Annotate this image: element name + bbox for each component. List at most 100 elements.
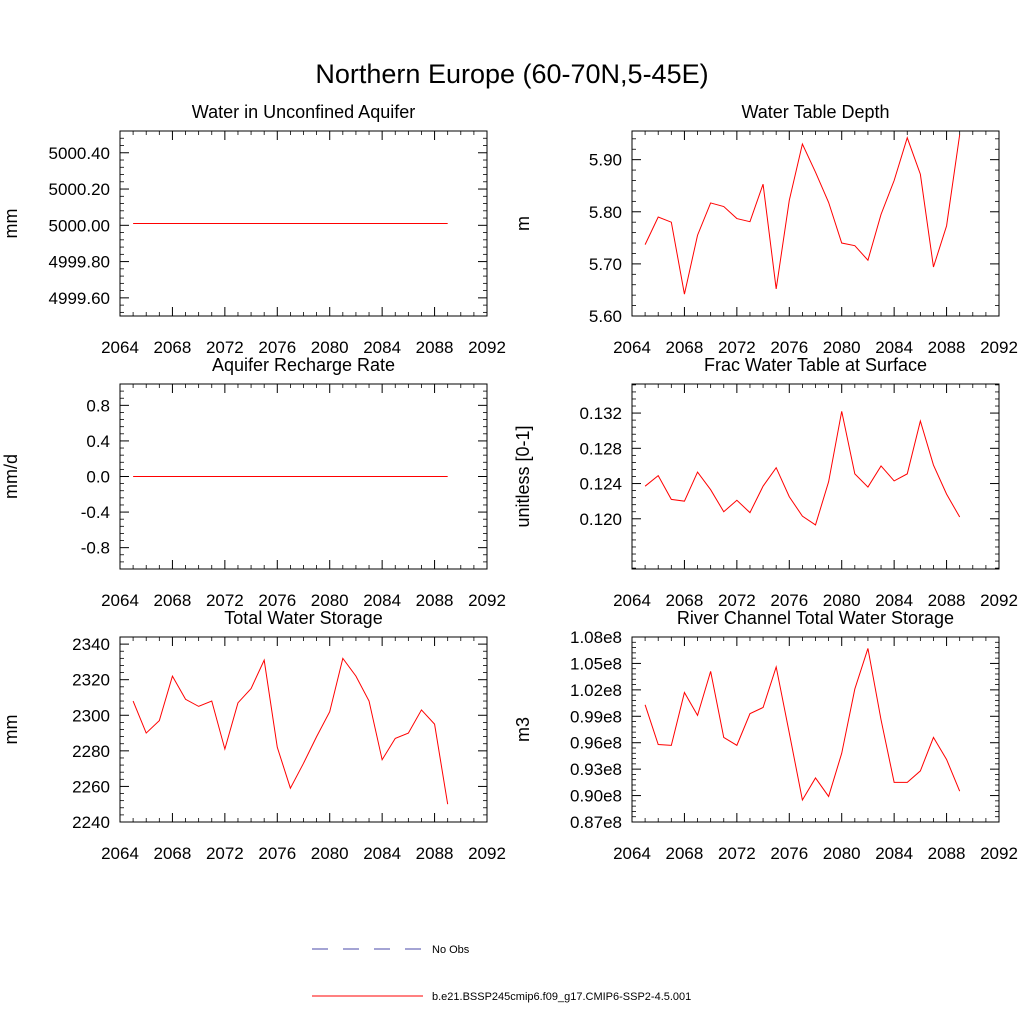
- panel-title: Water Table Depth: [741, 102, 889, 122]
- panel-title: Water in Unconfined Aquifer: [192, 102, 415, 122]
- x-tick-label: 2092: [980, 591, 1018, 610]
- x-tick-label: 2084: [363, 591, 401, 610]
- x-tick-label: 2068: [154, 591, 192, 610]
- y-tick-label: 5000.00: [49, 216, 110, 235]
- x-tick-label: 2088: [928, 844, 966, 863]
- figure-title: Northern Europe (60-70N,5-45E): [315, 59, 708, 89]
- panels: Water in Unconfined Aquifer 2064 2068 2072 2…: [1, 102, 1018, 863]
- y-axis-label: m3: [513, 717, 533, 742]
- x-tick-label: 2064: [613, 591, 651, 610]
- x-tick-label: 2080: [823, 591, 861, 610]
- x-tick-label: 2092: [468, 338, 506, 357]
- x-tick-label: 2064: [613, 338, 651, 357]
- x-tick-label: 2068: [666, 338, 704, 357]
- y-axis-label: mm: [1, 715, 21, 745]
- x-tick-label: 2084: [363, 844, 401, 863]
- x-tick-label: 2084: [875, 844, 913, 863]
- x-tick-label: 2064: [101, 591, 139, 610]
- x-tick-label: 2084: [875, 338, 913, 357]
- panel-title: River Channel Total Water Storage: [677, 608, 954, 628]
- x-tick-label: 2072: [206, 591, 244, 610]
- y-tick-label: 2300: [72, 706, 110, 725]
- y-tick-label: 0.124: [579, 475, 622, 494]
- y-tick-label: 5000.40: [49, 144, 110, 163]
- y-tick-label: 5.70: [589, 255, 622, 274]
- panel-title: Frac Water Table at Surface: [704, 355, 927, 375]
- x-tick-label: 2092: [468, 591, 506, 610]
- y-axis-label: m: [513, 216, 533, 231]
- y-axis-label: mm: [1, 209, 21, 239]
- x-tick-label: 2080: [311, 591, 349, 610]
- y-tick-label: 4999.60: [49, 289, 110, 308]
- y-axis-label: mm/d: [1, 454, 21, 499]
- y-tick-label: 0.87e8: [570, 813, 622, 832]
- x-tick-label: 2088: [416, 844, 454, 863]
- x-tick-label: 2080: [823, 844, 861, 863]
- plot-frame: [119, 636, 488, 823]
- x-tick-label: 2088: [928, 591, 966, 610]
- chart-panel-1: Water in Unconfined Aquifer 2064 2068 2072 2…: [1, 102, 506, 357]
- x-tick-label: 2068: [666, 591, 704, 610]
- y-tick-label: 0.99e8: [570, 707, 622, 726]
- x-tick-label: 2068: [154, 844, 192, 863]
- x-tick-label: 2080: [311, 844, 349, 863]
- x-tick-label: 2084: [875, 591, 913, 610]
- x-tick-label: 2072: [718, 338, 756, 357]
- plot-frame: [631, 130, 1000, 317]
- y-tick-label: 0.132: [579, 404, 622, 423]
- y-tick-label: -0.4: [81, 503, 110, 522]
- x-tick-label: 2088: [416, 338, 454, 357]
- x-tick-label: 2068: [666, 844, 704, 863]
- x-tick-label: 2064: [101, 338, 139, 357]
- y-tick-label: 2240: [72, 813, 110, 832]
- chart-panel-2: Water Table Depth 2064 2068 2072 2076 2080 208…: [513, 102, 1018, 357]
- y-tick-label: 0.0: [86, 468, 110, 487]
- x-tick-label: 2064: [613, 844, 651, 863]
- y-tick-label: -0.8: [81, 539, 110, 558]
- x-tick-label: 2072: [718, 591, 756, 610]
- y-tick-label: 0.128: [579, 439, 622, 458]
- y-tick-label: 0.96e8: [570, 734, 622, 753]
- x-tick-label: 2084: [363, 338, 401, 357]
- y-tick-label: 2280: [72, 742, 110, 761]
- y-tick-label: 0.8: [86, 396, 110, 415]
- y-tick-label: 0.93e8: [570, 760, 622, 779]
- chart-panel-3: Aquifer Recharge Rate 2064 2068 2072 2076 208…: [1, 355, 506, 610]
- y-tick-label: 2260: [72, 777, 110, 796]
- x-tick-label: 2076: [770, 844, 808, 863]
- series-line: [644, 411, 961, 526]
- legend-label: b.e21.BSSP245cmip6.f09_g17.CMIP6-SSP2-4.…: [432, 991, 691, 1003]
- plot-frame: [631, 636, 1000, 823]
- series-line: [644, 134, 961, 295]
- x-tick-label: 2072: [206, 844, 244, 863]
- x-tick-label: 2076: [770, 591, 808, 610]
- y-tick-label: 1.05e8: [570, 654, 622, 673]
- y-tick-label: 2320: [72, 671, 110, 690]
- y-tick-label: 5.60: [589, 307, 622, 326]
- y-tick-label: 1.02e8: [570, 681, 622, 700]
- y-tick-label: 0.120: [579, 510, 622, 529]
- panel-title: Total Water Storage: [224, 608, 382, 628]
- y-tick-label: 5.90: [589, 151, 622, 170]
- y-tick-label: 4999.80: [49, 253, 110, 272]
- series-line: [644, 648, 961, 802]
- x-tick-label: 2092: [468, 844, 506, 863]
- y-tick-label: 0.4: [86, 432, 110, 451]
- x-tick-label: 2076: [770, 338, 808, 357]
- legend-label: No Obs: [432, 944, 470, 956]
- x-tick-label: 2080: [311, 338, 349, 357]
- x-tick-label: 2092: [980, 338, 1018, 357]
- chart-panel-4: Frac Water Table at Surface 2064 2068 2072 2…: [513, 355, 1018, 610]
- x-tick-label: 2072: [206, 338, 244, 357]
- x-tick-label: 2076: [258, 844, 296, 863]
- x-tick-label: 2064: [101, 844, 139, 863]
- y-axis-label: unitless [0-1]: [513, 425, 533, 527]
- x-tick-label: 2068: [154, 338, 192, 357]
- panel-title: Aquifer Recharge Rate: [212, 355, 395, 375]
- series-line: [132, 657, 449, 805]
- x-tick-label: 2076: [258, 591, 296, 610]
- y-tick-label: 5.80: [589, 203, 622, 222]
- x-tick-label: 2080: [823, 338, 861, 357]
- legend: No Obs b.e21.BSSP245cmip6.f09_g17.CMIP6-S…: [312, 944, 691, 1003]
